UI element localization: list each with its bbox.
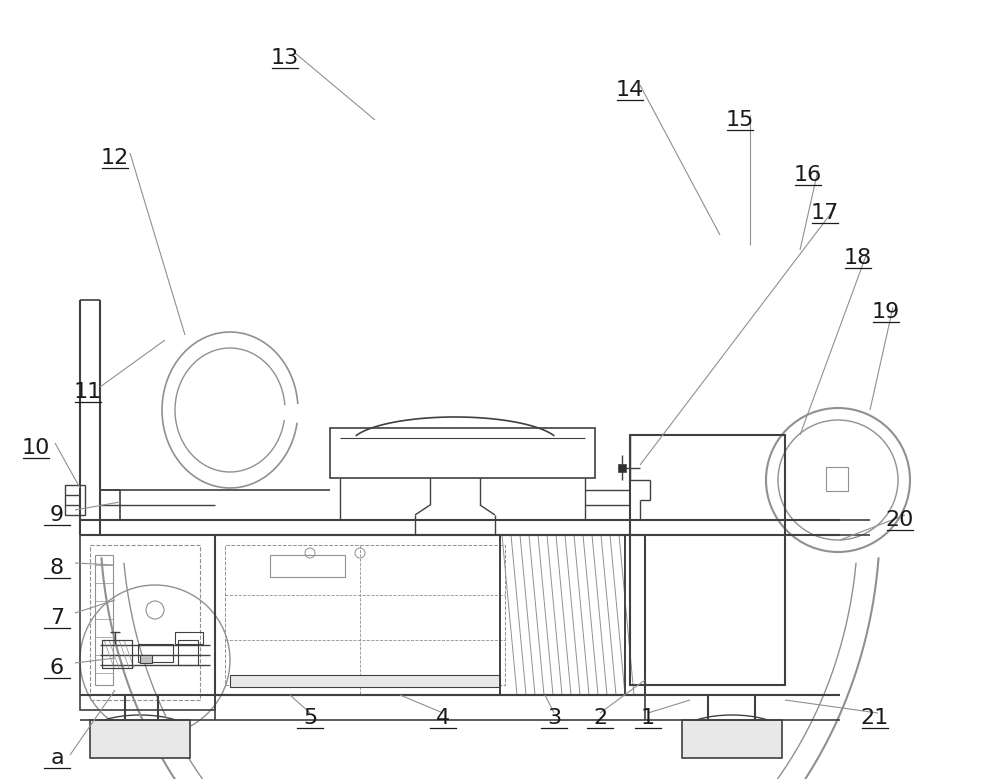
Bar (500, 535, 625, 695)
Text: 20: 20 (886, 510, 914, 530)
Text: 5: 5 (303, 708, 317, 728)
Bar (500, 535, 625, 695)
Text: 10: 10 (22, 438, 50, 458)
Bar (80, 535, 215, 710)
Text: 15: 15 (726, 110, 754, 130)
Bar (682, 720, 782, 758)
Bar (215, 535, 645, 695)
Bar (630, 435, 785, 685)
Bar (330, 428, 595, 478)
Text: 3: 3 (547, 708, 561, 728)
Text: 16: 16 (794, 165, 822, 185)
Bar (102, 640, 132, 668)
Bar (140, 655, 152, 663)
Text: 14: 14 (616, 80, 644, 100)
Bar (90, 720, 190, 758)
Text: 19: 19 (872, 302, 900, 322)
Text: 12: 12 (101, 148, 129, 168)
Bar (225, 545, 505, 685)
Bar (178, 640, 198, 665)
Text: 8: 8 (50, 558, 64, 578)
Text: 4: 4 (436, 708, 450, 728)
Text: 17: 17 (811, 203, 839, 223)
Bar (65, 485, 85, 515)
Bar (138, 644, 173, 662)
Bar (618, 464, 626, 472)
Text: 1: 1 (641, 708, 655, 728)
Text: 21: 21 (861, 708, 889, 728)
Bar (175, 632, 203, 644)
Text: 9: 9 (50, 505, 64, 525)
Text: 11: 11 (74, 382, 102, 402)
Bar (270, 555, 345, 577)
Bar (90, 545, 200, 700)
Bar (95, 555, 113, 685)
Bar (826, 467, 848, 491)
Text: a: a (50, 748, 64, 768)
Text: 2: 2 (593, 708, 607, 728)
Text: 7: 7 (50, 608, 64, 628)
Text: 6: 6 (50, 658, 64, 678)
Bar (102, 640, 132, 668)
Text: 18: 18 (844, 248, 872, 268)
Text: 13: 13 (271, 48, 299, 68)
Bar (230, 675, 500, 687)
